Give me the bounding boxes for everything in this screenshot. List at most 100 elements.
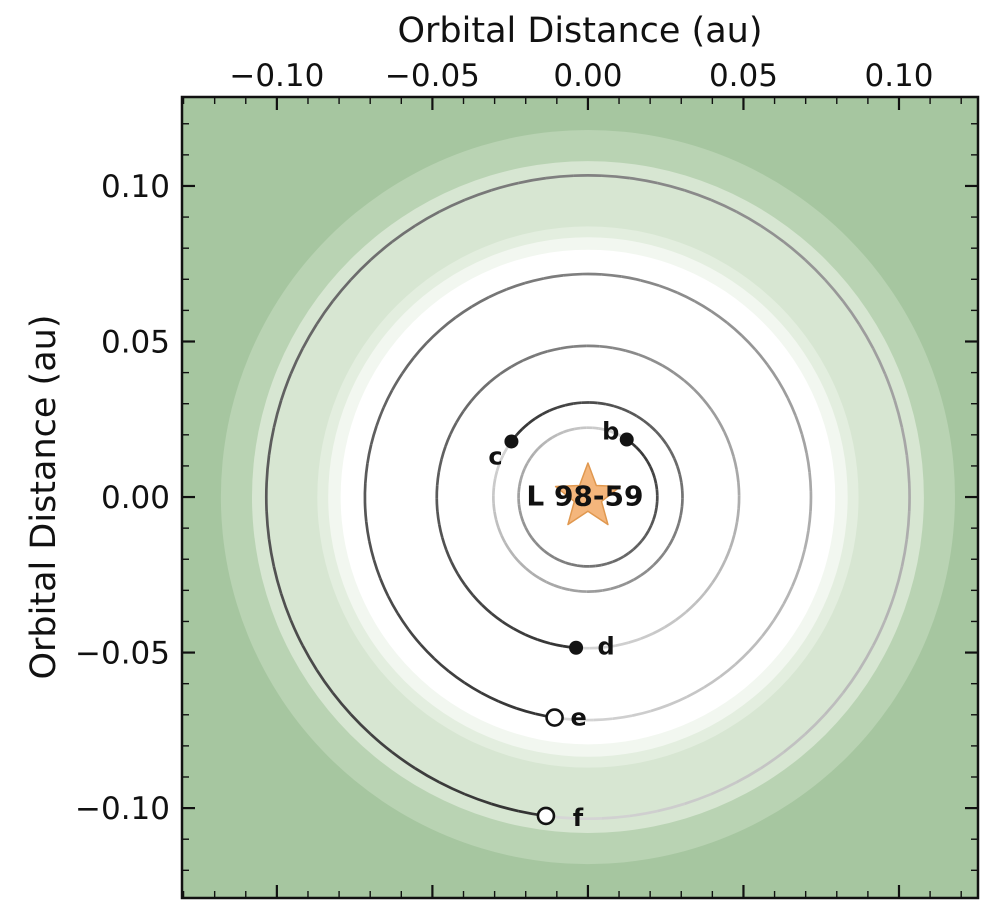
orbit-arc-segment	[437, 458, 443, 473]
orbit-arc-segment	[331, 278, 352, 303]
orbit-arc-segment	[508, 549, 516, 558]
x-tick-label-4: 0.10	[864, 58, 933, 94]
orbit-arc-segment	[564, 402, 574, 407]
orbit-arc-segment	[685, 602, 697, 614]
planet-markers: b c d e f	[488, 418, 634, 832]
star-label: L 98-59	[526, 480, 643, 513]
orbit-arc-segment	[732, 456, 738, 470]
orbit-arc-segment	[439, 316, 457, 331]
orbit-arc-segment	[493, 511, 498, 521]
orbit-arc-segment	[650, 358, 664, 367]
orbit-arc-segment	[667, 537, 675, 547]
orbit-arc-segment	[798, 549, 807, 569]
star-marker	[554, 462, 622, 526]
orbit-arc-segment	[734, 649, 751, 666]
orbit-arc-segment	[419, 643, 436, 660]
orbit-arc-segment	[612, 346, 627, 352]
orbit-trail-f	[264, 174, 911, 821]
orbit-arc-segment	[589, 401, 598, 405]
orbit-arc-segment	[527, 532, 533, 539]
orbit-arc-segment	[654, 483, 659, 490]
orbit-arc-segment	[548, 553, 555, 559]
orbit-arc-segment	[640, 535, 647, 542]
orbit-arc-segment	[548, 406, 558, 412]
orbit-arc-segment	[450, 561, 459, 575]
orbit-arc-segment	[677, 514, 683, 524]
orbit-arc-segment	[635, 414, 645, 422]
orbit-arc-segment	[490, 612, 504, 623]
orbit-arc-segment	[703, 675, 722, 689]
orbit-arc-segment	[462, 400, 473, 413]
orbit-arc-segment	[545, 580, 555, 587]
orbit-arc-segment	[331, 692, 352, 716]
orbit-trails	[264, 174, 911, 821]
orbit-arc-segment	[676, 465, 681, 475]
orbit-arc-segment	[492, 487, 496, 496]
orbit-arc-segment	[530, 537, 537, 544]
orbit-arc-segment	[541, 439, 548, 446]
orbit-arc-segment	[782, 240, 807, 261]
orbit-arc-segment	[529, 452, 536, 460]
orbit-arc-segment	[456, 573, 466, 586]
orbit-arc-segment	[800, 433, 808, 454]
orbit-arc-segment	[723, 431, 731, 445]
orbit-trail-b	[517, 426, 659, 568]
orbit-arc-segment	[650, 703, 670, 713]
orbit-arc-segment	[454, 305, 473, 319]
orbit-arc-segment	[500, 534, 507, 544]
orbit-arc-segment	[440, 446, 447, 460]
orbit-arc-segment	[786, 397, 797, 417]
orbit-arc-segment	[437, 524, 444, 538]
orbit-arc-segment	[599, 344, 614, 350]
orbit-arc-segment	[610, 430, 617, 435]
orbit-arc-segment	[455, 410, 465, 424]
orbit-arc-segment	[665, 443, 672, 452]
orbit-arc-segment	[438, 198, 466, 213]
orbit-arc-segment	[602, 587, 612, 592]
planet-marker-b	[619, 432, 634, 447]
orbit-arc-segment	[527, 417, 536, 425]
orbit-arc-segment	[349, 713, 372, 736]
orbit-arc-segment	[794, 415, 804, 435]
orbit-arc-segment	[594, 589, 603, 593]
orbit-arc-segment	[652, 513, 657, 521]
orbit-arc-segment	[545, 174, 574, 180]
orbit-arc-segment	[524, 526, 530, 534]
orbit-arc-segment	[615, 641, 629, 648]
orbit-arc-segment	[521, 422, 530, 430]
orbit-arc-segment	[521, 521, 527, 529]
orbit-arc-segment	[649, 424, 657, 433]
orbit-arc-segment	[842, 300, 861, 325]
orbit-arc-segment	[807, 510, 812, 531]
orbit-arc-segment	[735, 210, 762, 227]
orbit-arc-segment	[490, 181, 519, 192]
orbit-arc-segment	[606, 560, 614, 566]
orbit-arc-segment	[435, 471, 441, 486]
orbit-arc-segment	[652, 558, 661, 567]
orbit-arc-segment	[315, 669, 334, 694]
orbit-arc-segment	[396, 612, 410, 631]
orbit-arc-segment	[498, 454, 505, 464]
orbit-arc-segment	[449, 421, 458, 435]
orbit-arc-segment	[289, 347, 304, 375]
orbit-arc-segment	[521, 468, 526, 475]
orbit-arc-segment	[694, 592, 706, 604]
planet-label-b: b	[602, 418, 619, 446]
orbit-arc-segment	[519, 515, 525, 523]
orbit-arc-segment	[553, 556, 561, 562]
planet-marker-c	[504, 434, 519, 449]
orbit-arc-segment	[805, 452, 811, 473]
orbit-arc-segment	[440, 537, 448, 551]
orbit-arc-segment	[672, 371, 685, 382]
planet-marker-e	[545, 708, 564, 727]
orbit-arc-segment	[546, 436, 553, 443]
orbit-arc-segment	[658, 551, 666, 560]
orbit-arc-segment	[646, 564, 655, 572]
orbit-arc-segment	[498, 700, 518, 710]
orbit-arc-segment	[632, 544, 639, 551]
orbit-arc-segment	[726, 321, 743, 337]
orbit-arc-segment	[647, 524, 653, 532]
orbit-arc-segment	[651, 471, 656, 479]
